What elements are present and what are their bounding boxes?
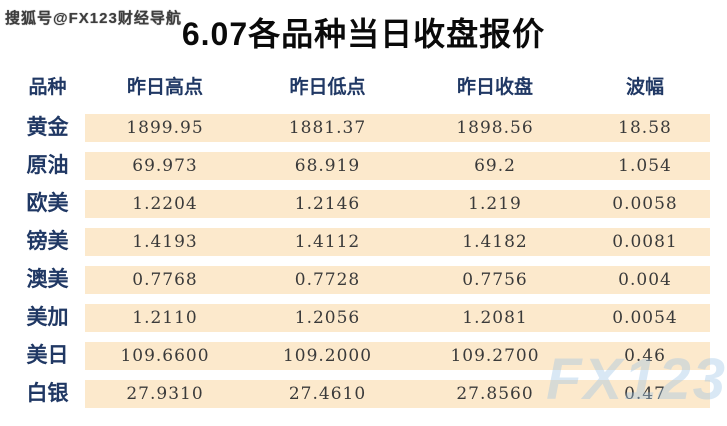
- instrument-name: 欧美: [10, 190, 85, 218]
- table-row: 美日 109.6600 109.2000 109.2700 0.46: [10, 342, 727, 370]
- high-value: 109.6600: [85, 342, 245, 370]
- low-value: 109.2000: [245, 342, 410, 370]
- low-value: 1.4112: [245, 228, 410, 256]
- close-value: 1.2081: [410, 304, 580, 332]
- sohu-account-watermark: 搜狐号@FX123财经导航: [5, 10, 182, 27]
- table-row: 欧美 1.2204 1.2146 1.219 0.0058: [10, 190, 727, 218]
- range-value: 0.0058: [580, 190, 710, 218]
- range-value: 0.0081: [580, 228, 710, 256]
- high-value: 1899.95: [85, 114, 245, 142]
- high-value: 1.4193: [85, 228, 245, 256]
- instrument-name: 黄金: [10, 114, 85, 142]
- close-value: 1898.56: [410, 114, 580, 142]
- high-value: 1.2204: [85, 190, 245, 218]
- instrument-name: 白银: [10, 380, 85, 408]
- high-value: 1.2110: [85, 304, 245, 332]
- high-value: 27.9310: [85, 380, 245, 408]
- low-value: 1.2146: [245, 190, 410, 218]
- table-row: 黄金 1899.95 1881.37 1898.56 18.58: [10, 114, 727, 142]
- low-value: 1.2056: [245, 304, 410, 332]
- range-value: 0.0054: [580, 304, 710, 332]
- range-value: 18.58: [580, 114, 710, 142]
- table-row: 原油 69.973 68.919 69.2 1.054: [10, 152, 727, 180]
- low-value: 0.7728: [245, 266, 410, 294]
- column-header-high: 昨日高点: [126, 76, 203, 98]
- low-value: 68.919: [245, 152, 410, 180]
- range-value: 0.004: [580, 266, 710, 294]
- table-body: 黄金 1899.95 1881.37 1898.56 18.58 原油 69.973 68.9…: [0, 114, 727, 408]
- table-row: 白银 27.9310 27.4610 27.8560 0.47: [10, 380, 727, 408]
- column-header-instrument: 品种: [28, 76, 67, 98]
- table-row: 镑美 1.4193 1.4112 1.4182 0.0081: [10, 228, 727, 256]
- high-value: 0.7768: [85, 266, 245, 294]
- range-value: 1.054: [580, 152, 710, 180]
- range-value: 0.46: [580, 342, 710, 370]
- close-value: 27.8560: [410, 380, 580, 408]
- close-value: 1.219: [410, 190, 580, 218]
- column-header-range: 波幅: [625, 76, 664, 98]
- instrument-name: 美日: [10, 342, 85, 370]
- low-value: 1881.37: [245, 114, 410, 142]
- instrument-name: 镑美: [10, 228, 85, 256]
- column-header-close: 昨日收盘: [456, 76, 533, 98]
- close-value: 109.2700: [410, 342, 580, 370]
- close-value: 1.4182: [410, 228, 580, 256]
- low-value: 27.4610: [245, 380, 410, 408]
- instrument-name: 原油: [10, 152, 85, 180]
- range-value: 0.47: [580, 380, 710, 408]
- instrument-name: 美加: [10, 304, 85, 332]
- table-row: 澳美 0.7768 0.7728 0.7756 0.004: [10, 266, 727, 294]
- instrument-name: 澳美: [10, 266, 85, 294]
- table-row: 美加 1.2110 1.2056 1.2081 0.0054: [10, 304, 727, 332]
- high-value: 69.973: [85, 152, 245, 180]
- close-value: 0.7756: [410, 266, 580, 294]
- close-value: 69.2: [410, 152, 580, 180]
- column-header-low: 昨日低点: [289, 76, 366, 98]
- table-header-row: 品种 昨日高点 昨日低点 昨日收盘 波幅: [10, 69, 727, 101]
- page-title: 6.07各品种当日收盘报价: [181, 16, 546, 52]
